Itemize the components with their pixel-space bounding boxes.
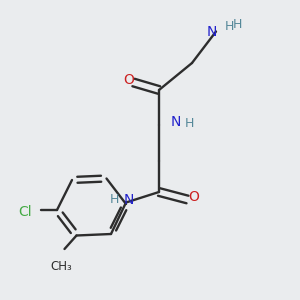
Text: H: H [225,20,234,34]
Text: CH₃: CH₃ [51,260,72,274]
Text: Cl: Cl [18,205,32,218]
Text: O: O [124,73,134,86]
Text: N: N [124,193,134,206]
Text: O: O [188,190,199,204]
Text: H: H [232,17,242,31]
Text: H: H [110,193,119,206]
Text: H: H [184,117,194,130]
Text: N: N [206,25,217,38]
Text: N: N [170,115,181,128]
